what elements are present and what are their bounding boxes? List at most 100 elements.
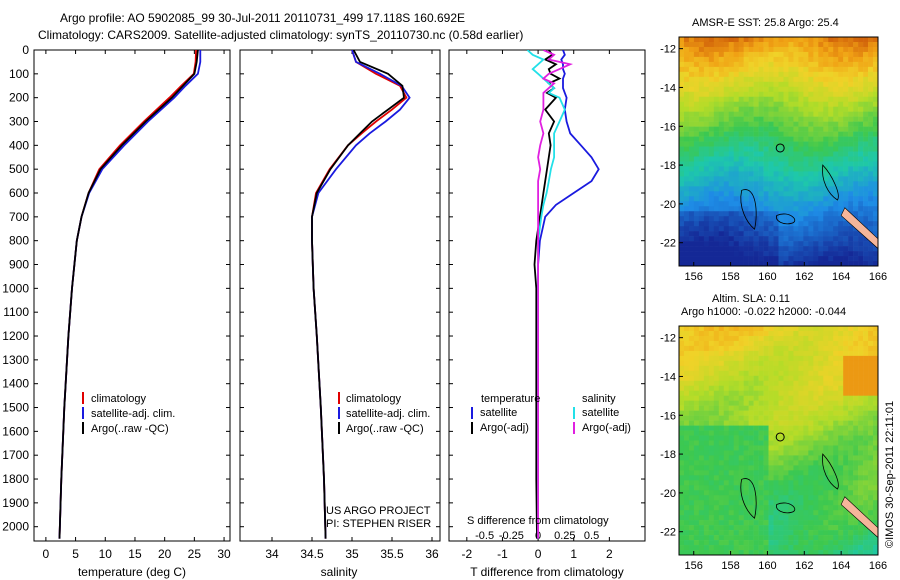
map-cell <box>703 370 710 377</box>
temperature-series-0 <box>58 50 197 539</box>
map-cell <box>753 141 759 147</box>
map-cell <box>748 106 754 112</box>
map-cell <box>718 66 725 73</box>
map-cell <box>679 176 685 182</box>
map-cell <box>858 370 864 377</box>
map-cell <box>798 345 804 352</box>
map-cell <box>743 221 749 227</box>
map-cell <box>783 540 789 546</box>
map-cell <box>693 251 700 257</box>
difference-series-0 <box>537 50 600 539</box>
map-cell <box>748 71 754 78</box>
map-cell <box>858 231 864 237</box>
map-cell <box>808 206 814 212</box>
map-cell <box>803 211 809 217</box>
map-cell <box>868 181 874 187</box>
map-cell <box>873 256 879 262</box>
map-cell <box>788 106 794 112</box>
reef-contour <box>740 478 757 519</box>
map-cell <box>863 141 869 147</box>
map-cell <box>803 440 809 446</box>
map-cell <box>788 101 794 107</box>
map-cell <box>683 525 690 531</box>
map-cell <box>723 500 730 506</box>
map-cell <box>713 530 720 536</box>
map-cell <box>838 525 844 531</box>
map-cell <box>778 355 784 362</box>
map-cell <box>833 56 839 63</box>
map-cell <box>793 350 799 357</box>
map-cell <box>753 385 759 392</box>
map-cell <box>808 370 814 377</box>
map-cell <box>718 390 725 396</box>
map-cell <box>808 56 814 63</box>
map-cell <box>698 226 705 232</box>
map-cell <box>703 191 710 197</box>
map-cell <box>679 335 685 342</box>
map-cell <box>838 76 844 83</box>
sst-map <box>679 37 879 267</box>
map-cell <box>723 81 730 88</box>
map-cell <box>713 256 720 262</box>
map-cell <box>838 370 844 377</box>
map-cell <box>843 96 849 103</box>
map-cell <box>758 345 764 352</box>
map-cell <box>723 236 730 242</box>
map-cell <box>808 445 814 451</box>
map-cell <box>728 106 735 112</box>
map-cell <box>828 206 834 212</box>
map-y-tick-label: -20 <box>660 199 676 211</box>
map-cell <box>768 146 774 152</box>
map-cell <box>858 360 864 367</box>
map-cell <box>788 450 794 456</box>
map-cell <box>793 56 799 63</box>
map-cell <box>683 106 690 112</box>
map-cell <box>748 166 754 172</box>
map-cell <box>728 216 735 222</box>
map-cell <box>758 161 764 167</box>
map-cell <box>798 96 804 103</box>
map-cell <box>768 435 774 441</box>
map-cell <box>803 530 809 536</box>
map-cell <box>838 350 844 357</box>
map-cell <box>753 365 759 372</box>
map-cell <box>708 335 715 342</box>
map-cell <box>763 395 769 401</box>
map-cell <box>843 515 849 521</box>
map-cell <box>679 340 685 347</box>
map-cell <box>733 131 739 137</box>
map-cell <box>758 191 764 197</box>
map-cell <box>853 330 859 337</box>
map-cell <box>803 345 809 352</box>
map-cell <box>753 370 759 377</box>
map-cell <box>803 81 809 88</box>
map-cell <box>708 221 715 227</box>
map-cell <box>738 146 744 152</box>
map-cell <box>818 121 824 127</box>
map-cell <box>763 196 769 202</box>
map-cell <box>803 380 809 387</box>
map-cell <box>679 121 685 127</box>
map-cell <box>693 490 700 496</box>
map-cell <box>858 380 864 387</box>
map-cell <box>708 370 715 377</box>
map-cell <box>863 221 869 227</box>
map-cell <box>783 385 789 392</box>
map-cell <box>763 106 769 112</box>
map-cell <box>728 465 735 471</box>
map-cell <box>863 450 869 456</box>
map-cell <box>808 101 814 107</box>
map-cell <box>679 435 685 441</box>
map-cell <box>788 76 794 83</box>
map-cell <box>753 131 759 137</box>
map-cell <box>873 81 879 88</box>
map-cell <box>808 146 814 152</box>
salinity-legend: climatology satellite-adj. clim. Argo(..… <box>338 392 430 435</box>
map-cell <box>868 365 874 372</box>
map-cell <box>788 460 794 466</box>
map-cell <box>748 221 754 227</box>
map-cell <box>748 66 754 73</box>
reef-contour <box>822 453 839 490</box>
map-cell <box>753 136 759 142</box>
map-cell <box>679 166 685 172</box>
